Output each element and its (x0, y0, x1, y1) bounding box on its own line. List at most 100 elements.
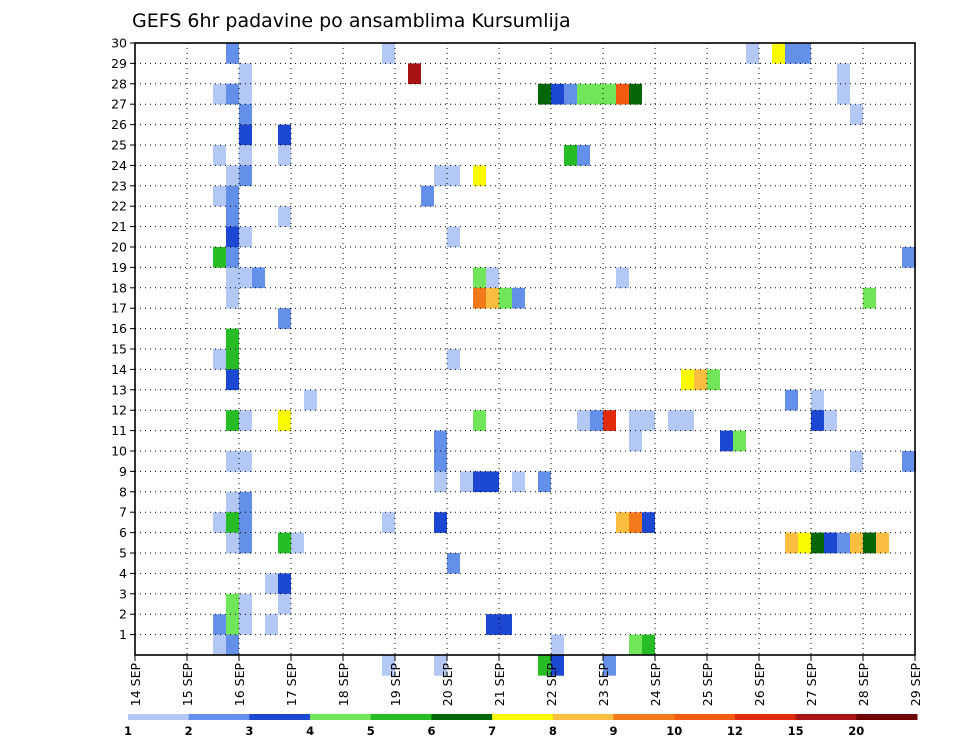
heatmap-cell (226, 410, 239, 431)
legend-swatch (674, 714, 736, 720)
heatmap-cell (213, 512, 226, 533)
heatmap-cell (447, 349, 460, 370)
heatmap-cell (447, 553, 460, 574)
heatmap-cell (629, 410, 642, 431)
y-tick-label: 4 (119, 566, 127, 581)
heatmap-cell (785, 43, 798, 64)
heatmap-cell (824, 532, 837, 554)
legend-label: 7 (488, 724, 496, 738)
heatmap-cell (811, 389, 824, 411)
legend-label: 3 (245, 724, 253, 738)
y-tick-label: 3 (119, 586, 127, 601)
heatmap-cell (512, 287, 525, 309)
heatmap-cell (226, 614, 239, 635)
heatmap-cell (538, 471, 551, 493)
y-tick-labels: 1234567891011121314151617181920212223242… (111, 36, 127, 643)
heatmap-cell (850, 451, 863, 472)
heatmap-cell (239, 104, 252, 125)
heatmap-cell (798, 532, 811, 554)
heatmap-cell (473, 287, 486, 309)
heatmap-cell (226, 369, 239, 391)
legend-label: 2 (185, 724, 193, 738)
heatmap-cell (226, 491, 239, 513)
heatmap-cell (239, 145, 252, 166)
heatmap-cell (239, 124, 252, 146)
heatmap-cell (278, 124, 291, 146)
y-tick-label: 13 (111, 382, 127, 397)
x-tick-label: 28 SEP (856, 663, 871, 707)
x-tick-label: 21 SEP (492, 663, 507, 707)
heatmap-cell (850, 532, 863, 554)
heatmap-cell (811, 410, 824, 431)
heatmap-cell (447, 165, 460, 187)
y-tick-label: 9 (119, 464, 127, 479)
legend-swatch (734, 714, 797, 720)
heatmap-cell (226, 226, 239, 248)
heatmap-cell (837, 83, 850, 105)
heatmap-cell (512, 471, 525, 493)
heatmap-cell (499, 287, 512, 309)
heatmap-cell (603, 655, 616, 676)
heatmap-cell (902, 451, 915, 472)
x-tick-label: 14 SEP (128, 663, 143, 707)
x-tick-label: 26 SEP (752, 663, 767, 707)
heatmap-cell (239, 451, 252, 472)
heatmap-cell (278, 308, 291, 329)
heatmap-cell (278, 573, 291, 595)
heatmap-cell (551, 655, 564, 676)
y-tick-label: 21 (111, 219, 127, 234)
heatmap-cell (226, 512, 239, 533)
heatmap-cell (694, 369, 707, 391)
y-tick-label: 25 (111, 138, 127, 153)
legend-swatch (431, 714, 493, 720)
heatmap-cell (226, 328, 239, 350)
heatmap-cell (863, 532, 876, 554)
legend-label: 9 (610, 724, 618, 738)
heatmap-cell (668, 410, 681, 431)
heatmap-cell (577, 83, 590, 105)
x-tick-label: 29 SEP (908, 663, 923, 707)
heatmap-cell (837, 63, 850, 85)
heatmap-cells (213, 43, 916, 676)
heatmap-cell (239, 410, 252, 431)
heatmap-cell (278, 410, 291, 431)
legend-swatch (310, 714, 372, 720)
x-tick-label: 27 SEP (804, 663, 819, 707)
heatmap-cell (486, 471, 499, 493)
heatmap-cell (226, 267, 239, 289)
heatmap-cell (226, 165, 239, 187)
y-tick-label: 20 (111, 240, 127, 255)
heatmap-cell (226, 532, 239, 554)
y-tick-label: 17 (111, 301, 127, 316)
heatmap-cell (902, 247, 915, 268)
heatmap-cell (239, 63, 252, 85)
heatmap-cell (486, 614, 499, 635)
y-tick-label: 27 (111, 97, 127, 112)
heatmap-cell (447, 226, 460, 248)
heatmap-cell (577, 145, 590, 166)
heatmap-cell (226, 247, 239, 268)
heatmap-cell (616, 512, 629, 533)
y-tick-label: 5 (119, 546, 127, 561)
plot-frame (134, 42, 916, 656)
y-tick-label: 23 (111, 178, 127, 193)
y-tick-label: 16 (111, 321, 127, 336)
x-tick-label: 25 SEP (700, 663, 715, 707)
heatmap-cell (382, 512, 395, 533)
y-tick-label: 30 (111, 36, 127, 51)
y-tick-label: 1 (119, 627, 127, 642)
heatmap-cell (811, 532, 824, 554)
legend-swatch (856, 714, 918, 720)
heatmap-cell (707, 369, 720, 391)
heatmap-cell (837, 532, 850, 554)
heatmap-cell (551, 634, 564, 656)
heatmap-cell (850, 104, 863, 125)
y-tick-label: 15 (111, 342, 127, 357)
y-tick-label: 28 (111, 76, 127, 91)
x-tick-label: 17 SEP (284, 663, 299, 707)
heatmap-cell (265, 614, 278, 635)
heatmap-cell (616, 83, 629, 105)
legend-swatch (552, 714, 615, 720)
heatmap-cell (785, 389, 798, 411)
heatmap-cell (798, 43, 811, 64)
